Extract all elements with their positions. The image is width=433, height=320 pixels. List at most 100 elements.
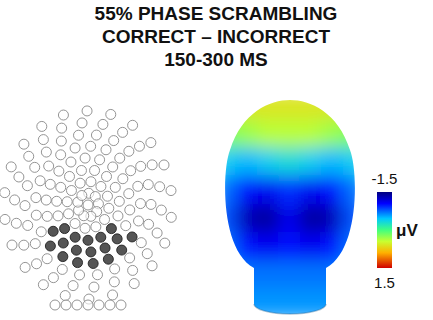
electrode xyxy=(75,178,85,188)
colorbar-tick xyxy=(377,192,392,193)
electrode xyxy=(156,205,166,215)
scalp-cell xyxy=(278,148,301,178)
electrode xyxy=(102,171,112,181)
scalp-cell xyxy=(235,91,258,121)
electrode-layout xyxy=(0,106,176,310)
electrode xyxy=(128,120,138,130)
scalp-cell xyxy=(321,261,344,291)
scalp-cell xyxy=(235,119,258,149)
electrode xyxy=(109,277,119,287)
electrode xyxy=(30,239,40,249)
electrode xyxy=(38,135,48,145)
electrode xyxy=(136,238,146,248)
electrode-selected xyxy=(112,234,122,244)
scalp-cell xyxy=(343,148,366,178)
scalp-cell xyxy=(257,232,280,262)
electrode xyxy=(109,136,119,146)
electrode xyxy=(72,300,82,310)
electrode xyxy=(44,161,54,171)
scalp-cell xyxy=(214,261,237,291)
electrode xyxy=(57,123,67,133)
electrode xyxy=(106,109,116,119)
scalp-cell xyxy=(300,289,323,319)
electrode xyxy=(116,300,126,310)
electrode xyxy=(37,121,47,131)
electrode xyxy=(62,197,72,207)
electrode xyxy=(125,253,135,263)
electrode xyxy=(102,191,112,201)
electrode xyxy=(74,130,84,140)
scalp-cell xyxy=(278,261,301,291)
electrode-selected xyxy=(58,252,68,262)
title-line: 150-300 MS xyxy=(164,49,268,70)
electrode xyxy=(60,291,70,301)
electrode xyxy=(118,127,128,137)
electrode xyxy=(133,181,143,191)
electrode xyxy=(53,211,63,221)
scalp-cell xyxy=(278,91,301,121)
scalp-cell xyxy=(235,261,258,291)
scalp-cell xyxy=(343,204,366,234)
electrode xyxy=(110,182,120,192)
electrode xyxy=(160,238,170,248)
electrode-selected xyxy=(58,238,68,248)
scalp-cell xyxy=(257,119,280,149)
scalp-cell xyxy=(278,176,301,206)
electrode xyxy=(134,141,144,151)
scalp-cell xyxy=(235,232,258,262)
electrode xyxy=(66,186,76,196)
scalp-map xyxy=(214,91,366,319)
electrode-selected xyxy=(60,224,70,234)
electrode xyxy=(121,221,131,231)
scalp-cell xyxy=(300,261,323,291)
electrode xyxy=(114,196,124,206)
electrode xyxy=(105,300,115,310)
electrode xyxy=(10,195,20,205)
colorbar-tick-label: -1.5 xyxy=(372,170,398,187)
scalp-cell xyxy=(257,176,280,206)
scalp-cell xyxy=(214,232,237,262)
scalp-cell xyxy=(257,91,280,121)
colorbar-tick xyxy=(377,268,392,269)
scalp-cell xyxy=(321,148,344,178)
scalp-cell xyxy=(300,204,323,234)
electrode xyxy=(20,262,30,272)
title-line: CORRECT – INCORRECT xyxy=(102,26,330,47)
electrode xyxy=(134,216,144,226)
colorbar-label: μV xyxy=(396,221,418,240)
scalp-cell xyxy=(235,204,258,234)
electrode xyxy=(68,281,78,291)
electrode xyxy=(101,145,111,155)
electrode xyxy=(86,141,96,151)
electrode xyxy=(0,188,10,198)
electrode xyxy=(24,151,34,161)
electrode xyxy=(108,290,118,300)
electrode xyxy=(91,222,101,232)
scalp-cell xyxy=(278,119,301,149)
electrode xyxy=(75,270,85,280)
scalp-cell xyxy=(321,176,344,206)
electrode xyxy=(56,136,66,146)
scalp-cell xyxy=(343,232,366,262)
electrode xyxy=(136,161,146,171)
electrode xyxy=(77,118,87,128)
electrode-selected xyxy=(100,243,110,253)
electrode xyxy=(89,282,99,292)
scalp-cell xyxy=(214,119,237,149)
scalp-cell xyxy=(278,204,301,234)
electrode xyxy=(42,211,52,221)
electrode-selected xyxy=(88,259,98,269)
electrode xyxy=(77,190,87,200)
electrode xyxy=(0,214,10,224)
electrode xyxy=(144,219,154,229)
electrode-selected xyxy=(73,258,83,268)
scalp-cell xyxy=(235,176,258,206)
electrode xyxy=(64,209,74,219)
neck-edge xyxy=(254,304,326,314)
scalp-cell xyxy=(300,148,323,178)
electrode xyxy=(124,146,134,156)
electrode xyxy=(6,162,16,172)
electrode-selected xyxy=(71,245,81,255)
electrode xyxy=(166,212,176,222)
scalp-cell xyxy=(343,289,366,319)
